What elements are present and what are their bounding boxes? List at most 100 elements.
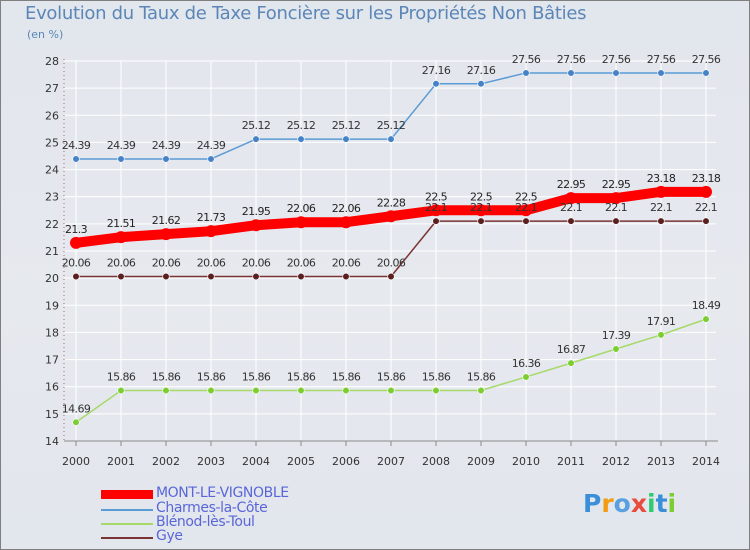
data-label-gye: 20.06: [287, 257, 316, 270]
data-label-mont: 22.06: [287, 202, 316, 215]
data-label-blenod: 15.86: [107, 371, 136, 384]
data-label-charmes: 24.39: [197, 139, 226, 152]
data-label-gye: 22.1: [470, 201, 492, 214]
data-label-charmes: 24.39: [107, 139, 136, 152]
y-tick-label: 25: [45, 136, 59, 149]
data-label-gye: 22.1: [650, 201, 672, 214]
y-tick-label: 18: [45, 326, 59, 339]
x-tick-label: 2012: [602, 455, 630, 468]
data-point-gye: [522, 217, 530, 225]
data-point-blenod: [162, 386, 170, 395]
data-point-charmes: [432, 80, 440, 88]
data-point-blenod: [297, 386, 305, 395]
data-point-blenod: [657, 331, 665, 339]
data-point-gye: [342, 272, 350, 281]
data-label-blenod: 16.87: [557, 343, 586, 356]
y-tick-label: 16: [45, 381, 59, 394]
data-point-gye: [477, 217, 485, 225]
x-tick-label: 2005: [287, 455, 315, 468]
x-tick-label: 2006: [332, 455, 360, 468]
data-point-blenod: [117, 386, 125, 395]
data-label-blenod: 15.86: [152, 371, 181, 384]
legend-swatch-gye: [101, 537, 153, 539]
data-point-blenod: [612, 345, 620, 353]
x-tick-label: 2008: [422, 455, 450, 468]
proxiti-logo: Proxiti: [583, 489, 677, 518]
data-label-charmes: 24.39: [62, 139, 91, 152]
data-label-blenod: 14.69: [62, 402, 91, 415]
data-label-gye: 20.06: [107, 257, 136, 270]
data-point-mont: [385, 210, 397, 223]
data-label-gye: 22.1: [515, 201, 537, 214]
x-tick-label: 2007: [377, 455, 405, 468]
data-point-blenod: [477, 386, 485, 395]
data-label-gye: 20.06: [197, 257, 226, 270]
data-point-charmes: [387, 135, 395, 143]
data-labels: 21.3 21.51 21.62 21.73 21.95 22.06 22.06 22.28 2…: [62, 53, 722, 415]
legend-swatch-charmes-la-cote: [101, 509, 153, 511]
data-point-blenod: [567, 359, 575, 367]
data-label-mont: 22.5: [470, 190, 493, 203]
data-point-charmes: [117, 155, 125, 163]
data-point-blenod: [702, 315, 710, 323]
data-point-charmes: [477, 80, 485, 88]
legend-label-blenod-les-toul: Blénod-lès-Toul: [156, 514, 255, 530]
y-tick-label: 14: [45, 435, 59, 448]
data-point-charmes: [162, 155, 170, 163]
data-label-mont: 21.3: [65, 223, 88, 236]
data-point-gye: [207, 272, 215, 281]
x-tick-label: 2010: [512, 455, 540, 468]
data-point-charmes: [522, 69, 530, 77]
data-point-mont: [655, 185, 667, 198]
data-label-blenod: 15.86: [422, 371, 451, 384]
data-point-gye: [387, 272, 395, 281]
data-label-charmes: 27.56: [692, 53, 721, 66]
data-point-charmes: [72, 155, 80, 163]
data-point-charmes: [207, 155, 215, 163]
data-label-charmes: 27.16: [467, 64, 496, 77]
data-label-gye: 20.06: [377, 257, 406, 270]
data-point-gye: [612, 217, 620, 225]
data-label-gye: 20.06: [62, 257, 91, 270]
y-tick-label: 27: [45, 82, 59, 95]
data-point-mont: [295, 216, 307, 229]
data-label-gye: 22.1: [560, 201, 582, 214]
data-point-mont: [340, 216, 352, 229]
data-point-gye: [72, 272, 80, 281]
data-point-mont: [520, 204, 532, 217]
data-label-blenod: 18.49: [692, 299, 721, 312]
x-tick-label: 2001: [107, 455, 135, 468]
y-tick-label: 22: [45, 218, 59, 231]
data-label-mont: 22.95: [602, 178, 631, 191]
data-point-gye: [252, 272, 260, 281]
data-point-charmes: [342, 135, 350, 143]
y-tick-label: 15: [45, 408, 59, 421]
data-point-blenod: [207, 386, 215, 395]
data-point-gye: [657, 217, 665, 225]
data-label-blenod: 15.86: [467, 371, 496, 384]
data-label-blenod: 15.86: [377, 371, 406, 384]
data-point-blenod: [432, 386, 440, 395]
y-axis-unit-label: (en %): [27, 28, 64, 41]
data-point-charmes: [657, 69, 665, 77]
legend-swatch-mont-le-vignoble: [101, 490, 153, 499]
data-label-charmes: 25.12: [332, 119, 361, 132]
data-point-blenod: [72, 418, 80, 426]
data-label-mont: 21.62: [152, 214, 181, 227]
x-tick-label: 2002: [152, 455, 180, 468]
data-point-charmes: [567, 69, 575, 77]
data-label-gye: 22.1: [425, 201, 447, 214]
data-label-mont: 22.5: [515, 190, 538, 203]
data-point-blenod: [387, 386, 395, 395]
data-label-charmes: 27.56: [557, 53, 586, 66]
data-point-gye: [702, 217, 710, 225]
data-label-mont: 22.28: [377, 196, 406, 209]
data-label-charmes: 25.12: [287, 119, 316, 132]
data-label-mont: 21.95: [242, 205, 271, 218]
data-label-charmes: 27.56: [512, 53, 541, 66]
data-point-charmes: [612, 69, 620, 77]
legend-label-gye: Gye: [156, 528, 183, 544]
data-point-gye: [567, 217, 575, 225]
x-tick-label: 2003: [197, 455, 225, 468]
